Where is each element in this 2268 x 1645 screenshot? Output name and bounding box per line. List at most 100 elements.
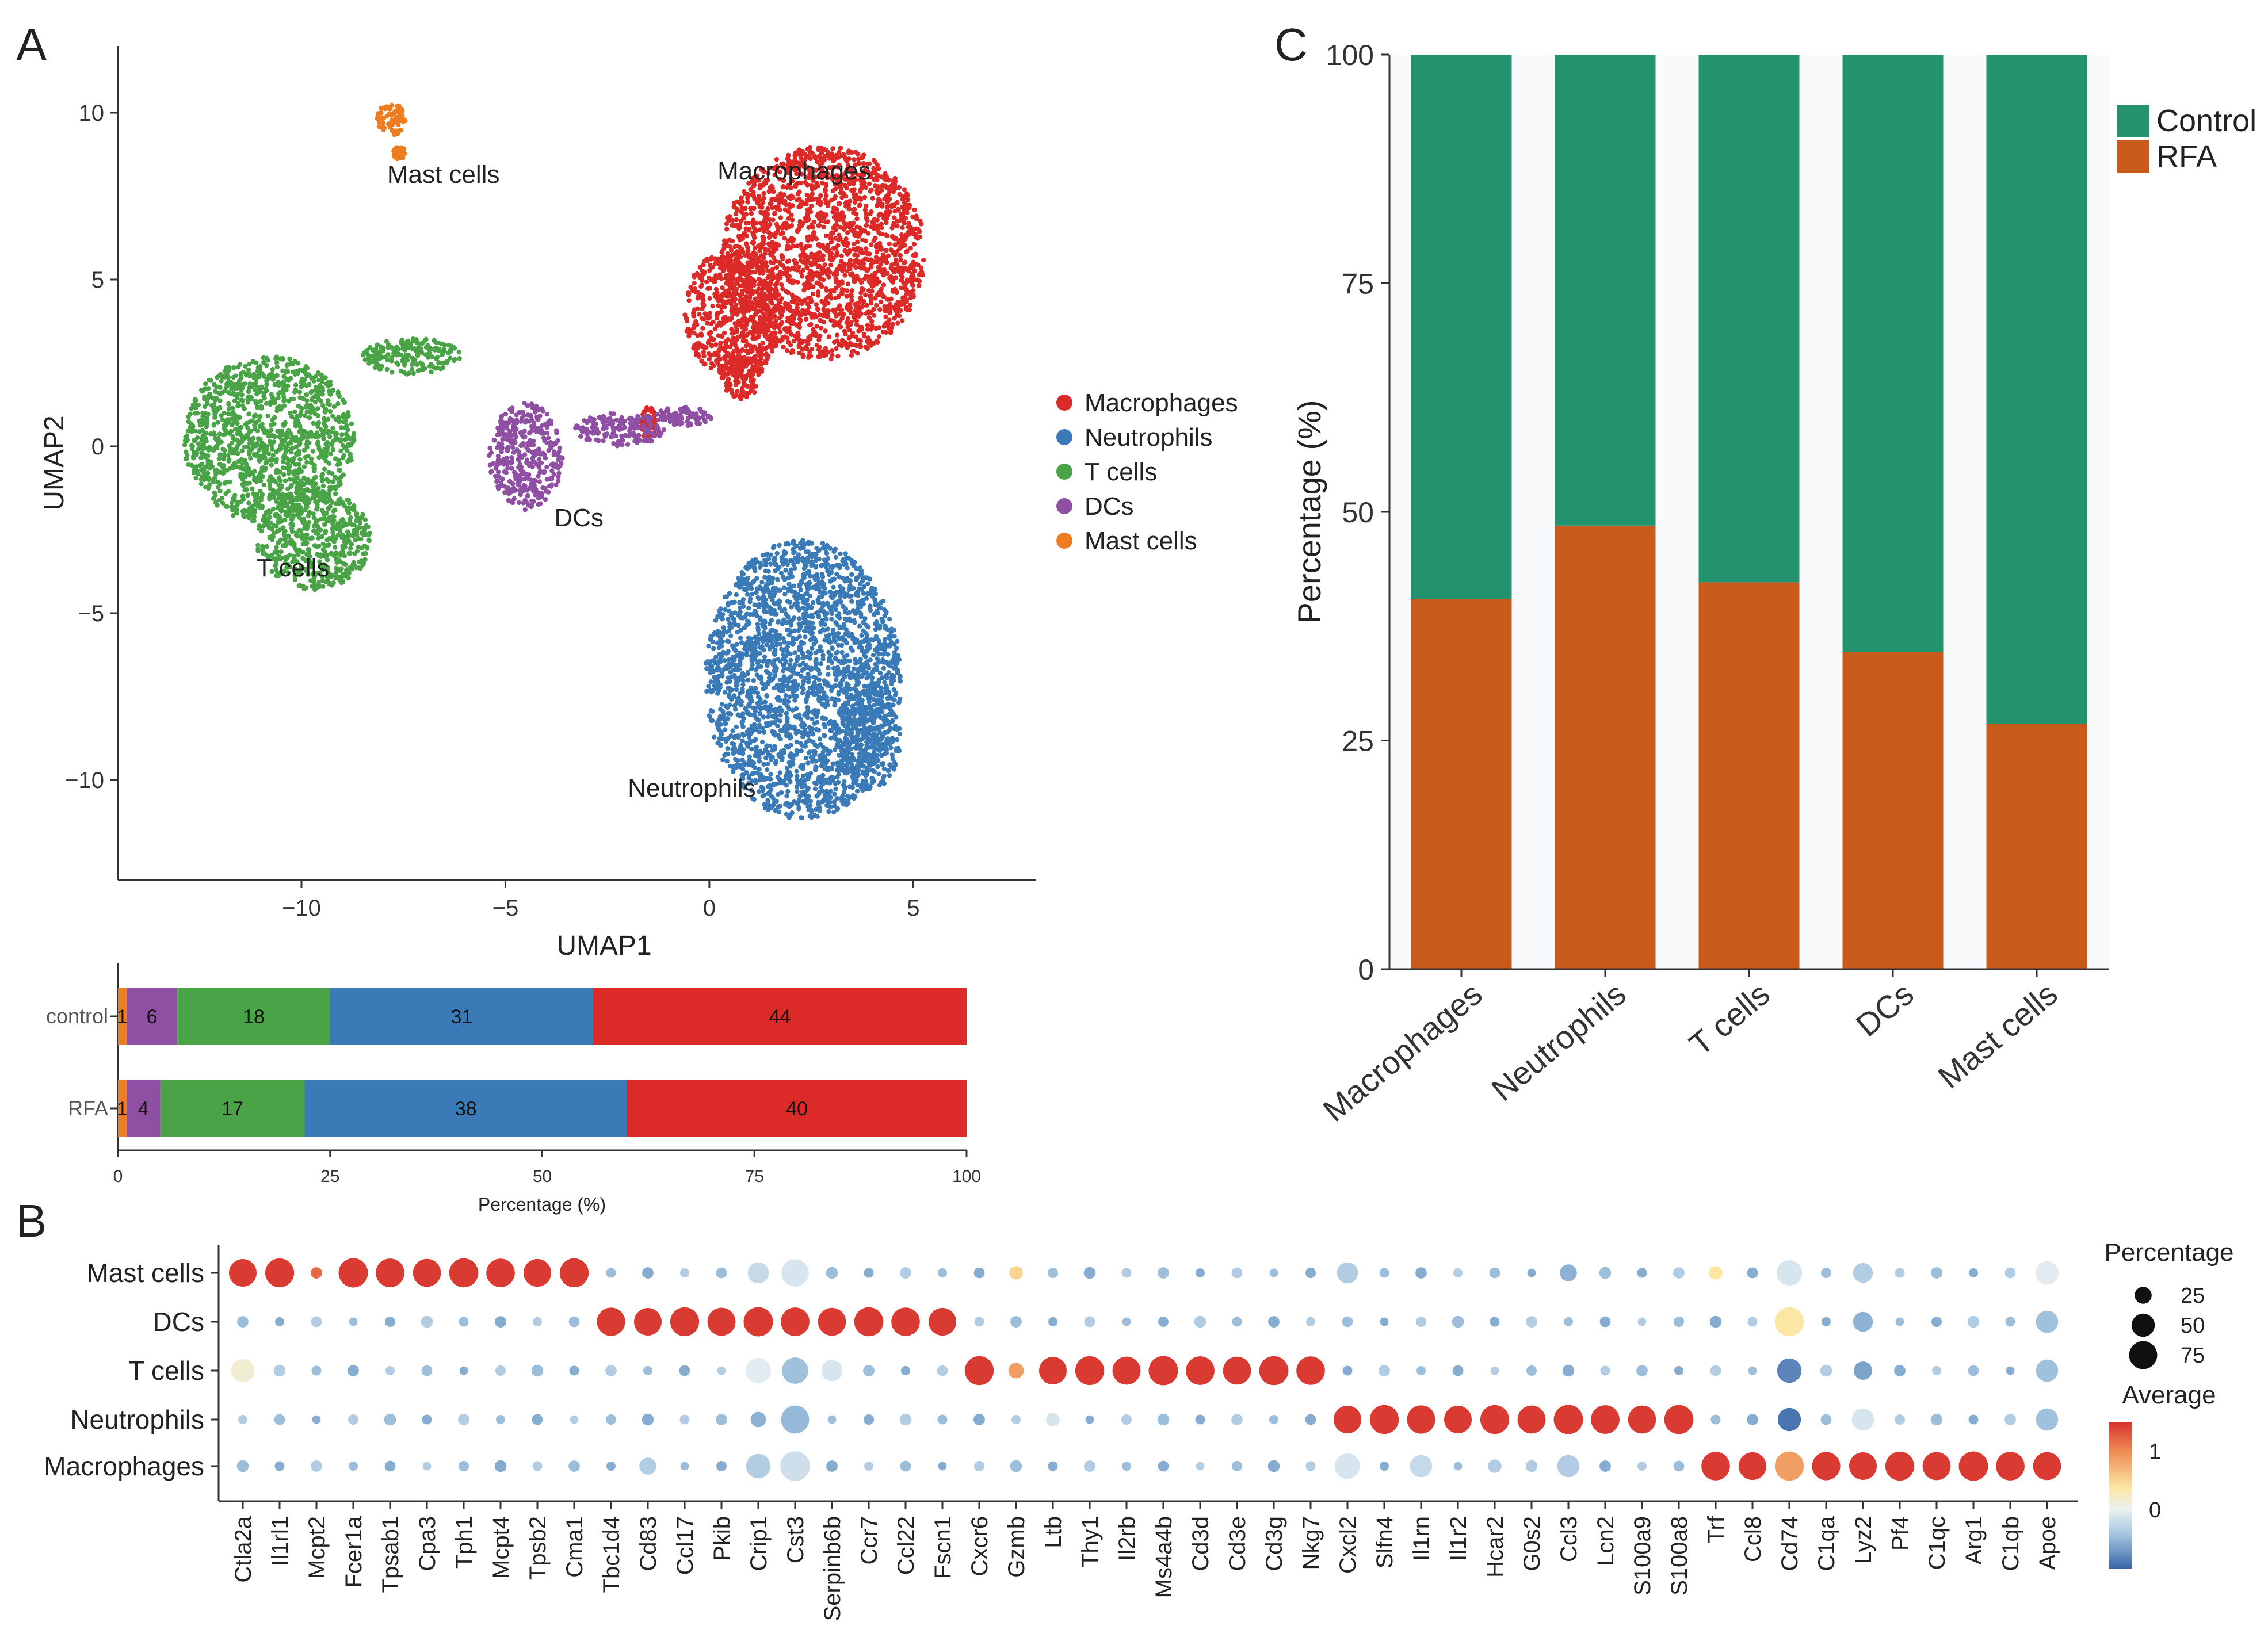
umap-point bbox=[711, 337, 716, 342]
umap-point bbox=[851, 220, 856, 225]
umap-point bbox=[864, 223, 869, 228]
umap-point bbox=[820, 270, 826, 276]
umap-point bbox=[740, 338, 746, 343]
umap-point bbox=[802, 338, 808, 344]
umap-point bbox=[831, 665, 837, 671]
umap-point bbox=[772, 555, 777, 561]
umap-point bbox=[888, 247, 894, 253]
umap-point bbox=[876, 325, 882, 330]
umap-point bbox=[835, 775, 840, 780]
umap-point bbox=[812, 813, 818, 818]
umap-point bbox=[823, 153, 828, 159]
umap-point bbox=[900, 225, 905, 231]
umap-point bbox=[865, 346, 870, 351]
umap-point bbox=[770, 261, 776, 266]
umap-point bbox=[841, 561, 847, 567]
umap-point bbox=[796, 552, 801, 557]
umap-point bbox=[805, 760, 811, 766]
umap-point bbox=[737, 713, 743, 719]
umap-point bbox=[774, 281, 780, 286]
umap-point bbox=[920, 272, 926, 278]
umap-point bbox=[719, 641, 724, 646]
umap-point bbox=[857, 565, 863, 571]
umap-point bbox=[770, 205, 775, 211]
umap-point bbox=[782, 640, 787, 645]
umap-point bbox=[695, 296, 701, 301]
umap-point bbox=[759, 680, 765, 686]
umap-point bbox=[790, 280, 795, 286]
umap-point bbox=[772, 172, 777, 178]
umap-point bbox=[788, 803, 793, 808]
umap-point bbox=[740, 330, 746, 335]
umap-point bbox=[780, 185, 786, 190]
umap-point bbox=[772, 652, 777, 657]
umap-point bbox=[776, 204, 781, 209]
umap-point bbox=[860, 250, 866, 255]
umap-point bbox=[884, 683, 889, 688]
umap-point bbox=[746, 350, 751, 356]
umap-point bbox=[801, 572, 806, 577]
umap-point bbox=[859, 286, 865, 292]
umap-point bbox=[904, 287, 909, 292]
umap-point bbox=[717, 320, 722, 326]
umap-point bbox=[791, 726, 797, 731]
umap-point bbox=[786, 209, 791, 215]
umap-point bbox=[816, 242, 822, 247]
umap-point bbox=[843, 551, 848, 556]
umap-point bbox=[755, 201, 761, 206]
umap-point bbox=[831, 809, 837, 815]
umap-point bbox=[763, 747, 768, 752]
umap-point bbox=[751, 205, 757, 211]
umap-point bbox=[732, 223, 737, 228]
umap-point bbox=[751, 322, 757, 327]
umap-point bbox=[846, 634, 852, 639]
umap-point bbox=[811, 178, 816, 183]
umap-point bbox=[846, 163, 851, 168]
umap-point bbox=[809, 203, 814, 209]
umap-point bbox=[753, 251, 759, 257]
umap-point bbox=[820, 243, 826, 248]
umap-point bbox=[902, 206, 907, 211]
umap-point bbox=[829, 348, 835, 353]
umap-point bbox=[701, 303, 706, 309]
umap-point bbox=[778, 269, 783, 275]
umap-point bbox=[761, 319, 766, 325]
umap-point bbox=[800, 556, 805, 561]
umap-point bbox=[795, 243, 800, 248]
umap-point bbox=[823, 297, 829, 302]
umap-point bbox=[793, 158, 798, 163]
umap-point bbox=[762, 625, 768, 630]
umap-point bbox=[900, 318, 905, 323]
umap-point bbox=[747, 227, 752, 232]
umap-point bbox=[760, 235, 766, 240]
umap-point bbox=[746, 711, 751, 717]
umap-point bbox=[908, 263, 914, 268]
umap-point bbox=[779, 231, 785, 236]
umap-point bbox=[721, 629, 727, 634]
umap-point bbox=[757, 248, 762, 254]
umap-point bbox=[739, 218, 744, 224]
umap-point bbox=[785, 703, 791, 709]
umap-point bbox=[884, 320, 889, 326]
umap-point bbox=[685, 290, 691, 296]
umap-point bbox=[820, 313, 825, 318]
umap-point bbox=[843, 686, 848, 691]
umap-point bbox=[758, 359, 763, 365]
umap-point bbox=[801, 656, 806, 661]
umap-point bbox=[869, 297, 874, 302]
umap-point bbox=[850, 608, 856, 613]
umap-point bbox=[848, 305, 853, 311]
umap-point bbox=[809, 312, 815, 317]
umap-point bbox=[778, 215, 784, 220]
umap-point bbox=[891, 181, 896, 186]
umap-point bbox=[815, 255, 820, 260]
umap-point bbox=[807, 175, 812, 181]
umap-point bbox=[734, 291, 739, 296]
umap-point bbox=[756, 596, 762, 602]
umap-point bbox=[898, 258, 904, 263]
umap-point bbox=[861, 331, 867, 337]
umap-point bbox=[757, 767, 762, 772]
umap-point bbox=[834, 285, 839, 290]
umap-point bbox=[861, 601, 866, 607]
umap-point bbox=[841, 312, 846, 317]
